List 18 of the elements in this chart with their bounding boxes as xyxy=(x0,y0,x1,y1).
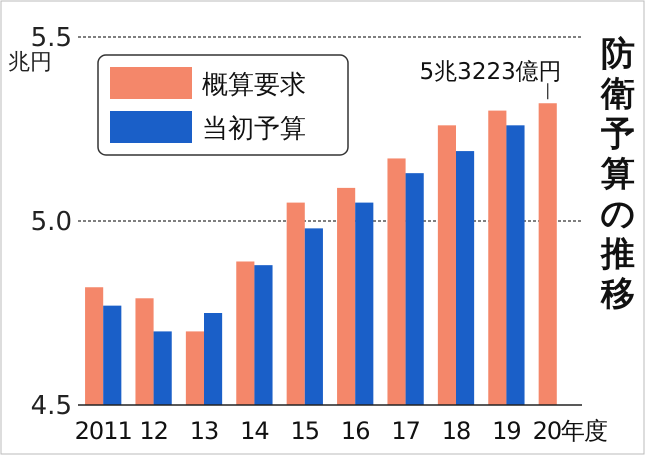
x-tick-label: 16 xyxy=(340,417,370,445)
x-tick-label: 13 xyxy=(190,417,218,445)
y-tick-label: 4.5 xyxy=(30,391,72,421)
x-tick-label: 19 xyxy=(492,417,521,445)
x-tick-label: 17 xyxy=(391,417,420,445)
x-tick-label: 20年度 xyxy=(532,417,608,445)
y-axis-title: 兆円 xyxy=(8,50,52,75)
x-tick-label: 12 xyxy=(139,417,168,445)
x-tick-label: 18 xyxy=(442,417,470,445)
y-tick-label: 5.0 xyxy=(30,207,72,237)
x-tick-label: 15 xyxy=(290,417,320,445)
text: 防衛予算の推移 xyxy=(600,34,636,314)
legend-label: 概算要求 xyxy=(202,70,306,100)
y-tick-label: 5.5 xyxy=(30,23,72,53)
legend-label: 当初予算 xyxy=(202,114,306,144)
x-tick-label: 2011 xyxy=(74,417,132,445)
annotation: 5兆3223億円 xyxy=(420,59,562,86)
x-tick-label: 14 xyxy=(240,417,269,445)
